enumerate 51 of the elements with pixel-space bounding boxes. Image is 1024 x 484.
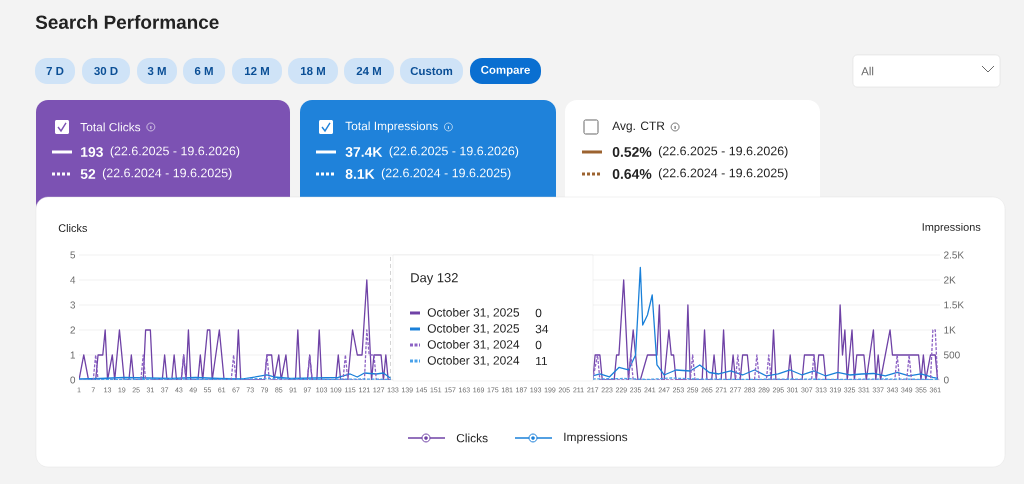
y-tick-label: 2 bbox=[70, 326, 75, 334]
text: (22.6.2025 - 19.6.2026) bbox=[389, 146, 519, 158]
annotation: 11 bbox=[536, 356, 548, 366]
annotation: October 31, 2024 bbox=[427, 355, 520, 367]
y-tick-label: 3 bbox=[70, 301, 76, 309]
text: Compare bbox=[481, 65, 530, 77]
y-tick-label: 0 bbox=[70, 376, 76, 384]
text: Avg. CTR bbox=[612, 121, 665, 133]
annotation: Day 132 bbox=[411, 273, 458, 285]
y-tick-label: 5 bbox=[70, 251, 76, 259]
text: 0.64% bbox=[612, 169, 652, 179]
text: 3 M bbox=[147, 66, 166, 76]
annotation: 0 bbox=[535, 340, 542, 350]
text: 8.1K bbox=[345, 169, 375, 179]
annotation: October 31, 2025 bbox=[427, 307, 520, 319]
y2-tick-label: 1K bbox=[944, 326, 956, 334]
y2-tick-label: 2K bbox=[944, 276, 956, 284]
y2-tick-label: 0 bbox=[943, 376, 949, 384]
text: Total Clicks bbox=[80, 122, 141, 132]
text: 37.4K bbox=[345, 147, 383, 157]
y-tick-label: 1 bbox=[70, 351, 76, 359]
text: 193 bbox=[81, 147, 103, 157]
annotation: October 31, 2025 bbox=[427, 323, 520, 335]
text: 30 D bbox=[94, 66, 118, 76]
text: 52 bbox=[80, 169, 96, 179]
text: (22.6.2025 - 19.6.2026) bbox=[658, 146, 788, 158]
text: (22.6.2025 - 19.6.2026) bbox=[110, 146, 240, 158]
text: Total Impressions bbox=[345, 121, 438, 133]
text: 24 M bbox=[356, 66, 381, 75]
chart-title: Search Performance bbox=[35, 15, 219, 29]
legend-label: Clicks bbox=[456, 433, 488, 443]
y-axis-title: Clicks bbox=[58, 223, 88, 233]
y-tick-label: 4 bbox=[70, 276, 76, 284]
annotation: 34 bbox=[535, 324, 549, 334]
y2-tick-label: 2.5K bbox=[944, 251, 964, 259]
text: (22.6.2024 - 19.6.2025) bbox=[102, 168, 232, 180]
text: 18 M bbox=[300, 66, 325, 76]
text: 12 M bbox=[244, 66, 269, 75]
text: (22.6.2024 - 19.6.2025) bbox=[381, 168, 511, 180]
text: 0.52% bbox=[612, 147, 652, 157]
text: 6 M bbox=[194, 66, 213, 76]
text: All bbox=[861, 66, 874, 76]
y2-tick-label: 500 bbox=[943, 351, 960, 359]
text: 7 D bbox=[46, 67, 64, 75]
legend-label: Impressions bbox=[564, 432, 628, 444]
y2-tick-label: 1.5K bbox=[944, 301, 964, 309]
annotation: 0 bbox=[535, 308, 542, 318]
annotation: October 31, 2024 bbox=[427, 339, 520, 351]
text: Custom bbox=[410, 66, 453, 76]
text: (22.6.2024 - 19.6.2025) bbox=[658, 168, 788, 180]
y2-axis-title: Impressions bbox=[922, 222, 981, 234]
